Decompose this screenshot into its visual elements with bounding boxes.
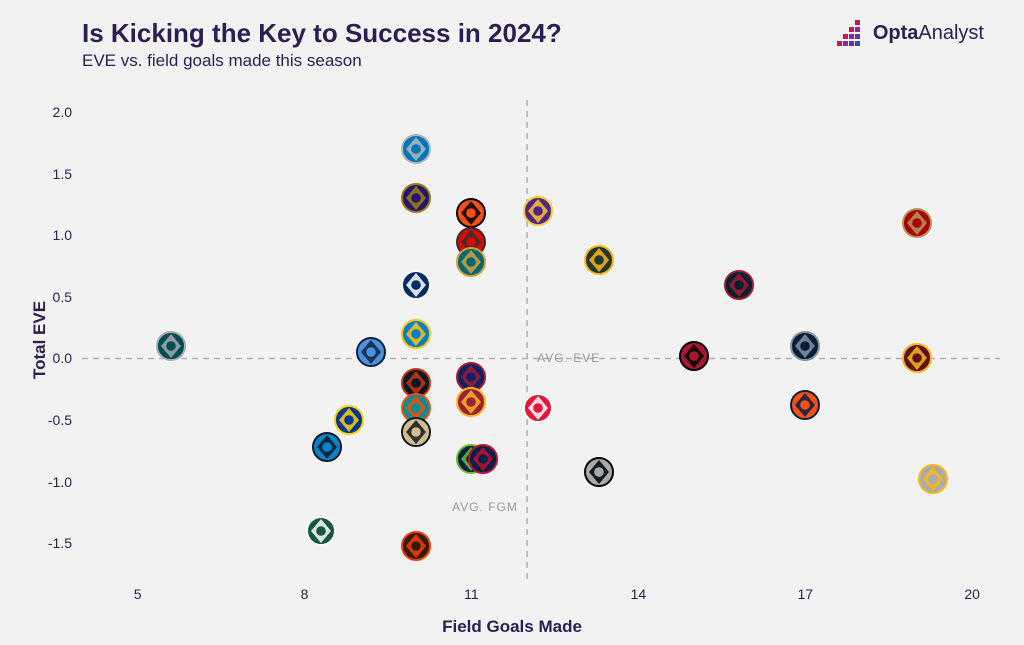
team-marker-den: [790, 390, 820, 420]
team-marker-lac: [401, 319, 431, 349]
chart-subtitle: EVE vs. field goals made this season: [82, 51, 984, 71]
brand-name: OptaAnalyst: [873, 22, 984, 45]
team-marker-lar: [334, 405, 364, 435]
team-marker-det: [401, 134, 431, 164]
chart-container: Is Kicking the Key to Success in 2024? E…: [0, 0, 1024, 645]
y-tick: 0.5: [53, 289, 82, 305]
x-tick: 8: [301, 580, 309, 602]
team-marker-ne: [468, 444, 498, 474]
team-marker-cle: [401, 531, 431, 561]
y-tick: 0.0: [53, 350, 82, 366]
team-marker-gb: [584, 245, 614, 275]
y-tick: -0.5: [48, 412, 82, 428]
x-axis-label: Field Goals Made: [442, 617, 582, 637]
team-marker-atl: [679, 341, 709, 371]
y-tick: 1.0: [53, 227, 82, 243]
team-marker-phi: [156, 331, 186, 361]
plot-area: AVG. EVEAVG. FGM-1.5-1.0-0.50.00.51.01.5…: [82, 100, 1000, 580]
team-marker-sf: [902, 208, 932, 238]
team-marker-was: [902, 343, 932, 373]
team-marker-jax: [456, 247, 486, 277]
team-marker-ten: [356, 337, 386, 367]
x-tick: 20: [964, 580, 980, 602]
team-marker-cin: [456, 198, 486, 228]
y-axis-label: Total EVE: [30, 301, 50, 379]
x-tick: 14: [631, 580, 647, 602]
team-marker-dal: [790, 331, 820, 361]
x-tick: 17: [797, 580, 813, 602]
team-marker-bal: [401, 183, 431, 213]
team-marker-pit: [918, 464, 948, 494]
team-marker-nyj: [306, 516, 336, 546]
brand-logo: OptaAnalyst: [835, 20, 984, 46]
y-tick: -1.0: [48, 474, 82, 490]
team-marker-min: [523, 196, 553, 226]
avg-eve-label: AVG. EVE: [537, 351, 600, 365]
team-marker-lv: [584, 457, 614, 487]
team-marker-hou: [724, 270, 754, 300]
team-marker-kc: [523, 393, 553, 423]
team-marker-car: [312, 432, 342, 462]
x-tick: 11: [464, 580, 479, 602]
y-tick: 1.5: [53, 166, 82, 182]
y-tick: -1.5: [48, 535, 82, 551]
ref-lines: [82, 100, 1000, 580]
team-marker-ari: [456, 387, 486, 417]
team-marker-ind: [401, 270, 431, 300]
team-marker-no: [401, 417, 431, 447]
opta-icon: [835, 20, 865, 46]
x-tick: 5: [134, 580, 142, 602]
y-tick: 2.0: [53, 104, 82, 120]
avg-fgm-label: AVG. FGM: [452, 500, 518, 514]
